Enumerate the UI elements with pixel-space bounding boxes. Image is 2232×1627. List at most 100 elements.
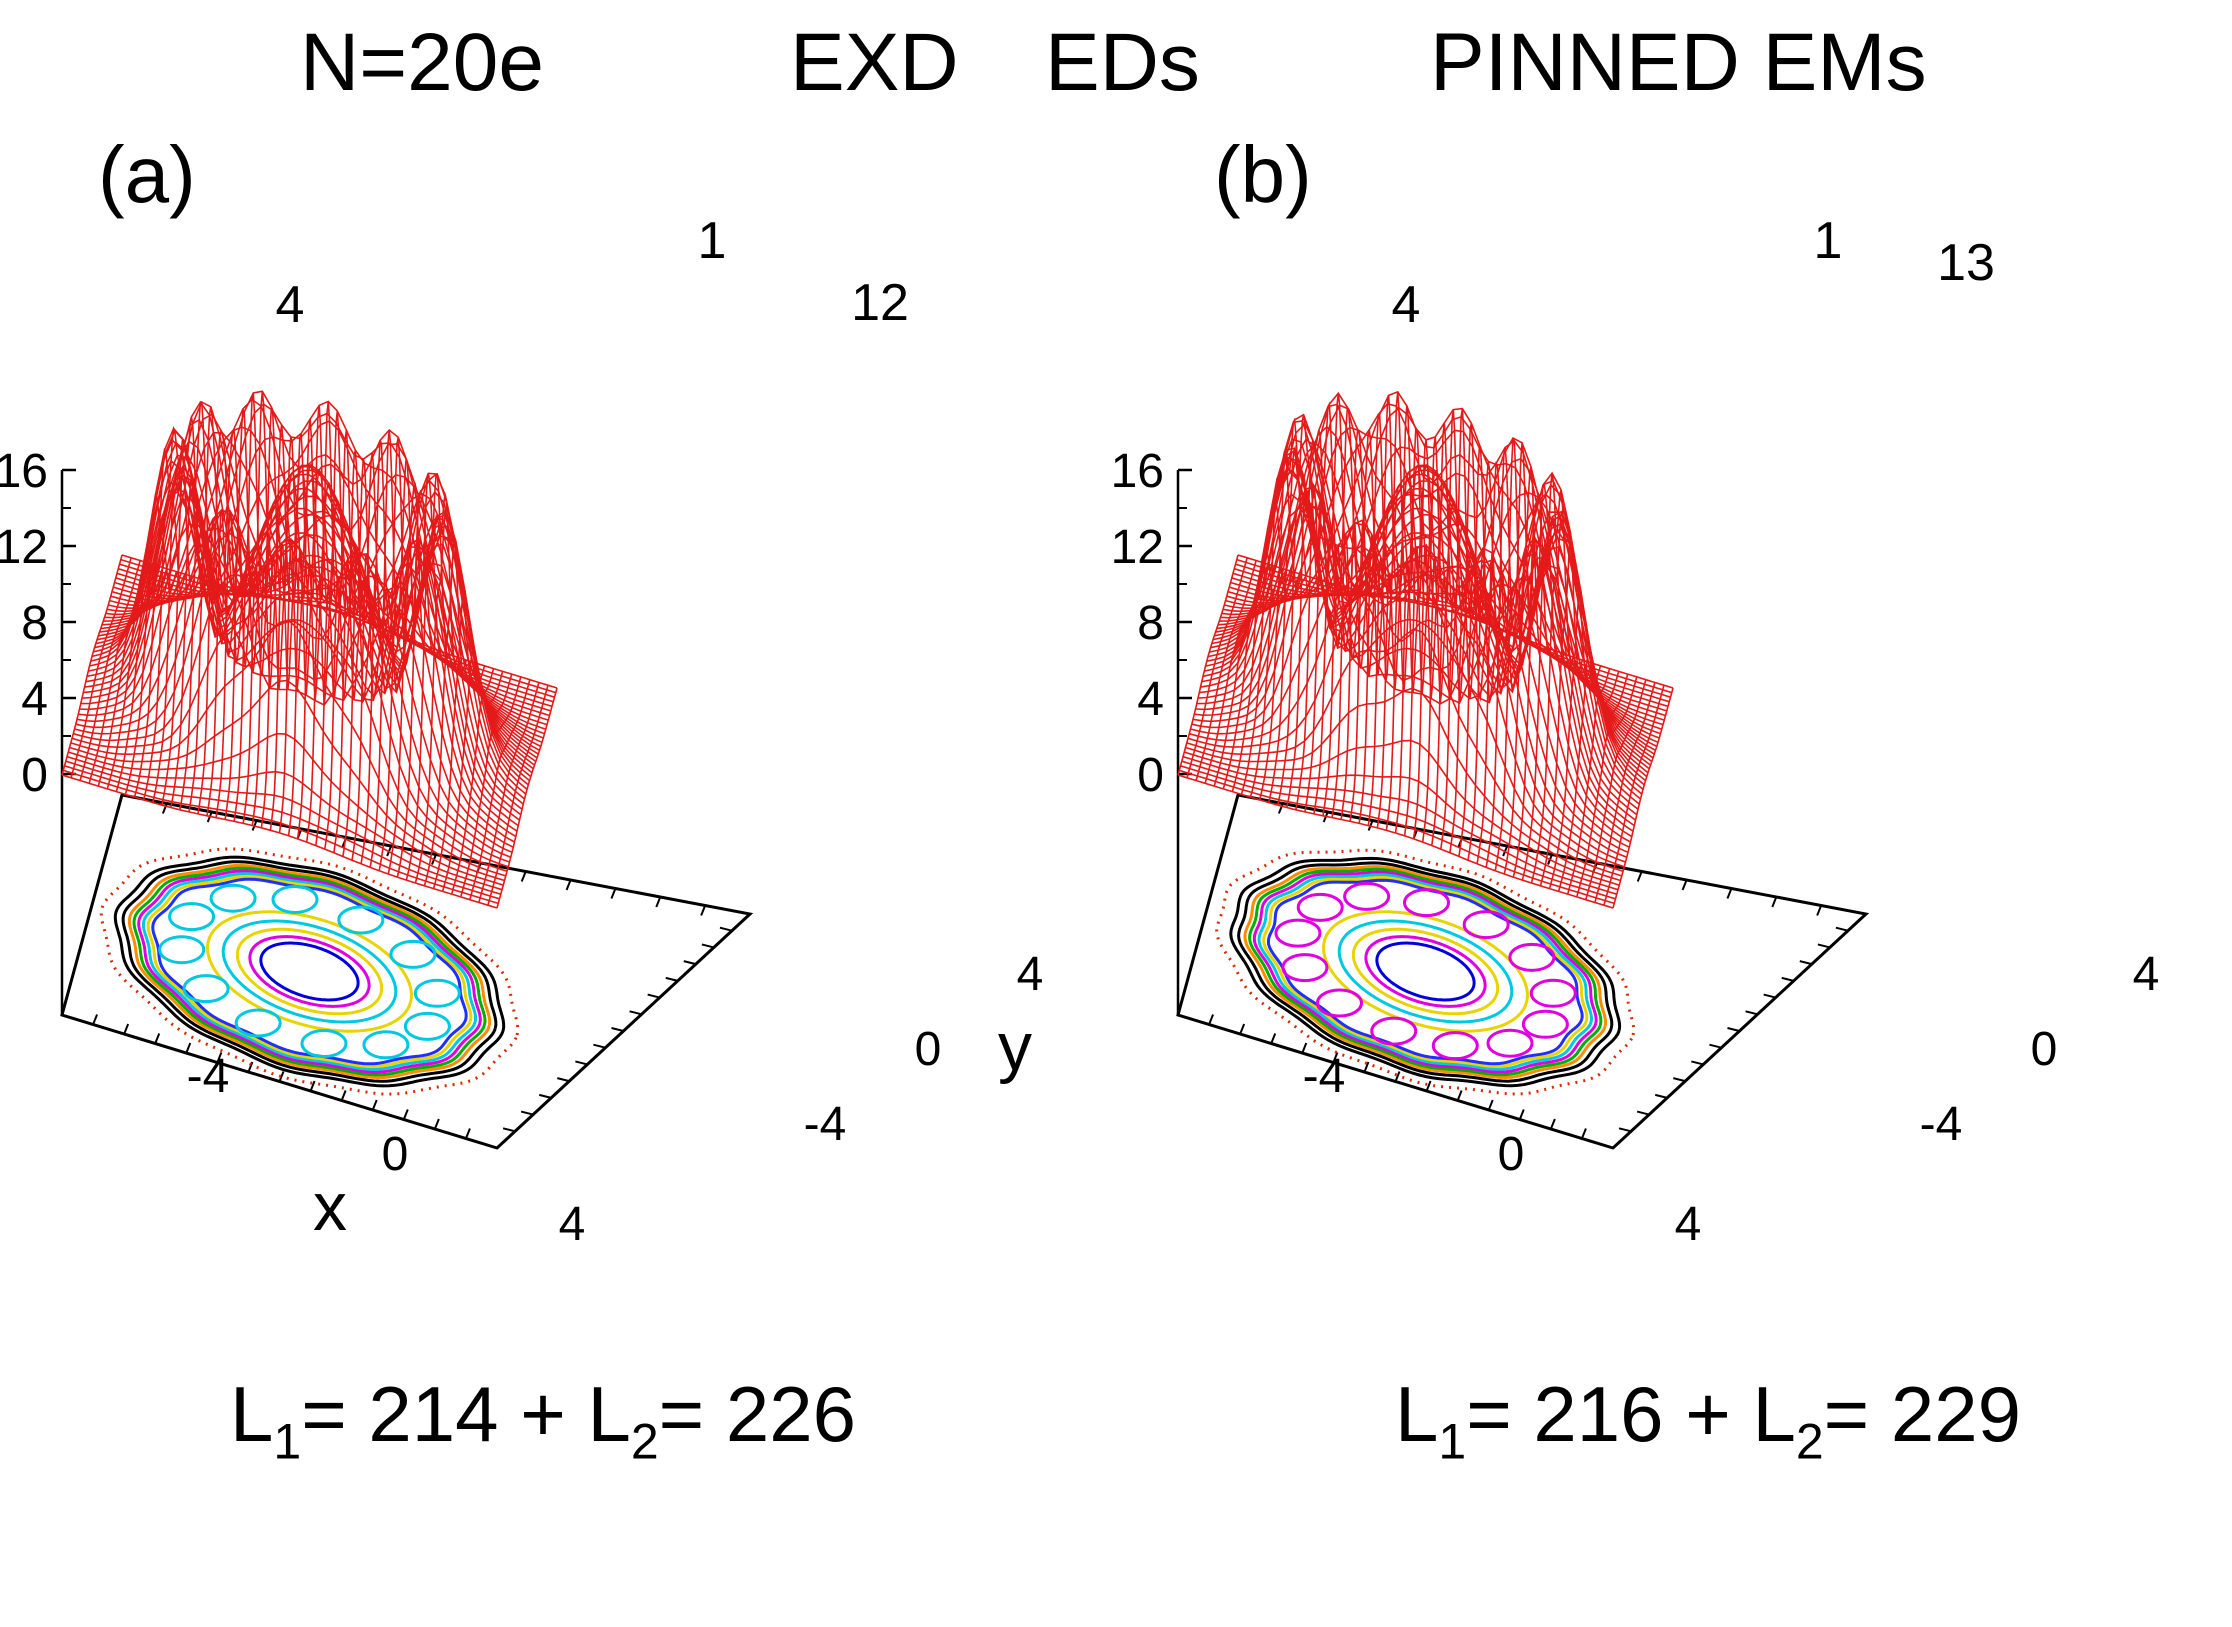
chart-a-back-edge-tick	[700, 905, 707, 916]
chart-b-peak-label: 13	[1937, 234, 1995, 292]
chart-b-contour-ring	[1237, 861, 1614, 1083]
chart-a-mesh-line	[487, 684, 549, 906]
chart-b-x-tick-label: -4	[1303, 1050, 1346, 1103]
chart-b-x-edge-tick	[1270, 1033, 1277, 1044]
chart-a-back-edge-tick	[565, 879, 572, 891]
footer-b-l2-value: = 229	[1823, 1370, 2022, 1458]
chart-b-mesh-line	[1235, 563, 1671, 698]
chart-a-surface-mesh	[61, 390, 558, 909]
chart-a-peak-contour	[300, 1029, 348, 1059]
chart-a-peak-contour	[209, 883, 257, 913]
chart-b-base-plane	[1176, 793, 1870, 1150]
chart-b-back-edge-tick	[1771, 896, 1778, 908]
chart-b-z-tick-label: 4	[1137, 673, 1164, 726]
chart-b-mesh-line	[1237, 554, 1674, 689]
chart-a-mesh-line	[441, 645, 504, 892]
chart-b-x-edge-tick	[1301, 1042, 1308, 1054]
chart-b-y-edge-tick	[1654, 1093, 1668, 1099]
chart-b-svg: 16 12 8 4 0 (b) 1 4 13 -4 0 4 -4 0 4	[1111, 130, 2160, 1251]
chart-a-peak-label: 12	[851, 274, 909, 332]
chart-a-contour-ring	[137, 869, 482, 1074]
chart-a-mesh-line	[469, 679, 531, 900]
chart-b-mesh-line	[1232, 572, 1669, 708]
chart-a-y-edge-tick	[575, 1060, 588, 1066]
chart-b-x-tick-label: 0	[1498, 1128, 1525, 1181]
chart-b-contour-ring	[1262, 875, 1589, 1069]
chart-a-y-edge-tick	[701, 943, 715, 949]
chart-b-y-edge-tick	[1636, 1110, 1650, 1116]
chart-a-x-edge-tick	[309, 1080, 316, 1092]
chart-a-y-edge-tick	[557, 1077, 570, 1083]
chart-b-contour-ring	[1375, 941, 1476, 1002]
chart-a-z-tick-label: 12	[0, 521, 48, 574]
chart-a-x-edge-tick	[340, 1090, 347, 1101]
chart-b-contour-ring	[1257, 873, 1594, 1071]
chart-a-contour-ring	[235, 927, 384, 1016]
chart-a-x-axis-label: x	[313, 1169, 347, 1245]
chart-b-peak-contour	[1486, 1028, 1534, 1058]
chart-a-y-edge-tick	[683, 960, 697, 966]
chart-a-peak-label: 4	[276, 276, 305, 334]
chart-a-z-tick-label: 16	[0, 445, 48, 498]
chart-b-contour-ring	[1243, 865, 1608, 1080]
chart-b-contour-ring	[1322, 910, 1529, 1033]
chart-a-base-plane	[60, 793, 754, 1150]
chart-panel-b: 16 12 8 4 0 (b) 1 4 13 -4 0 4 -4 0 4	[1111, 130, 2232, 1627]
chart-b-y-edge-tick	[1817, 943, 1831, 949]
chart-b-contour-ring	[1248, 867, 1603, 1077]
chart-b-back-edge-tick	[1681, 879, 1688, 891]
chart-b-y-edge-tick	[1835, 926, 1849, 932]
chart-a-mesh-line	[118, 567, 554, 703]
chart-a-x-edge-tick	[185, 1042, 192, 1054]
chart-b-peak-contour	[1281, 953, 1329, 983]
chart-a-y-tick-label: 0	[915, 1023, 942, 1076]
chart-a-peak-contour	[182, 974, 230, 1004]
chart-a-x-tick-label: 4	[559, 1198, 586, 1251]
chart-a-x-edge-tick	[402, 1109, 409, 1120]
chart-b-surface-mesh	[1177, 390, 1674, 909]
chart-a-contour-ring	[132, 866, 487, 1077]
chart-b-x-edge-tick	[1581, 1128, 1587, 1139]
chart-b-y-tick-label: 0	[2031, 1023, 2058, 1076]
chart-a-back-edge-tick	[655, 896, 662, 908]
chart-b-peak-contour	[1462, 910, 1510, 940]
chart-b-peak-contour	[1343, 881, 1391, 911]
chart-b-x-edge-tick	[1549, 1118, 1556, 1130]
chart-a-x-edge-tick	[92, 1014, 98, 1025]
chart-b-x-tick-label: 4	[1675, 1198, 1702, 1251]
chart-a-mesh-line	[121, 554, 558, 689]
chart-a-mesh-line	[115, 558, 552, 712]
chart-b-mesh-line	[1229, 472, 1665, 721]
chart-b-z-tick-label: 0	[1137, 749, 1164, 802]
chart-a-y-tick-label: 4	[1017, 948, 1044, 1001]
chart-a-contour-ring	[99, 847, 520, 1096]
chart-a-contour-ring	[121, 860, 498, 1083]
chart-a-x-edge-tick	[247, 1061, 254, 1073]
chart-b-y-tick-label: 4	[2133, 948, 2160, 1001]
chart-a-z-tick-label: 8	[21, 597, 48, 650]
chart-a-peak-contour	[389, 939, 437, 969]
chart-a-y-edge-tick	[593, 1043, 606, 1049]
header-n-electrons: N=20e	[300, 17, 544, 108]
chart-b-mesh-line	[1594, 682, 1656, 903]
chart-a-mesh-line	[450, 673, 513, 895]
chart-a-x-edge-tick	[278, 1071, 285, 1082]
chart-b-panel-label: (b)	[1214, 130, 1312, 219]
chart-a-y-edge-tick	[719, 926, 733, 932]
chart-a-contour-ring	[151, 877, 468, 1066]
chart-a-z-tick-label: 4	[21, 673, 48, 726]
chart-b-y-edge-tick	[1691, 1060, 1704, 1066]
chart-a-y-edge-tick	[520, 1110, 534, 1116]
chart-a-peak-contour	[234, 1008, 282, 1038]
chart-a-back-edge-tick	[161, 803, 168, 814]
chart-b-y-edge-tick	[1673, 1077, 1686, 1083]
chart-b-peak-contour	[1296, 892, 1344, 922]
footer-b-l2-label: L	[1752, 1370, 1796, 1458]
chart-a-mesh-line	[119, 563, 555, 698]
chart-a-x-edge-tick	[465, 1128, 471, 1139]
chart-b-mesh-line	[1566, 673, 1629, 895]
chart-b-x-edge-tick	[1425, 1080, 1432, 1092]
chart-a-peak-contour	[337, 905, 385, 935]
chart-a-peak-contour	[158, 935, 206, 965]
chart-panel-a: 16 12 8 4 0 (a) 1 4 12 -4 0 4 -4 0 4 x y	[0, 130, 1116, 1627]
